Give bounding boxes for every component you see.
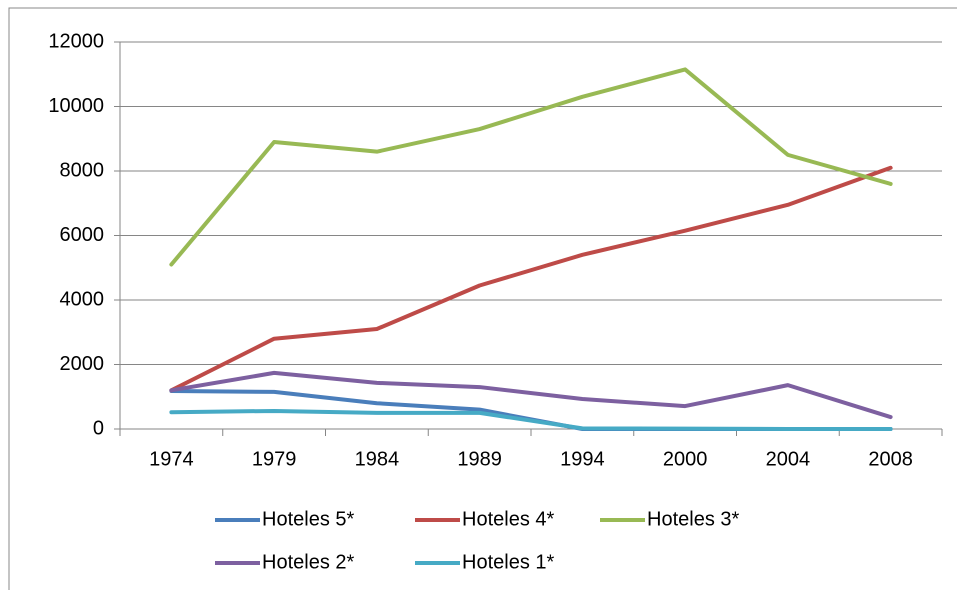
series-line xyxy=(169,67,893,267)
legend-label: Hoteles 5* xyxy=(262,508,354,530)
legend-label: Hoteles 2* xyxy=(262,551,354,573)
y-tick-label: 6000 xyxy=(60,224,105,246)
x-tick-label: 2008 xyxy=(868,448,913,470)
x-tick-label: 1989 xyxy=(457,448,502,470)
y-tick-label: 4000 xyxy=(60,288,105,310)
x-tick-label: 1984 xyxy=(355,448,400,470)
x-tick-label: 2000 xyxy=(663,448,708,470)
series-line xyxy=(169,165,893,393)
y-tick-label: 2000 xyxy=(60,353,105,375)
series-line xyxy=(169,408,893,431)
x-tick-label: 2004 xyxy=(766,448,811,470)
x-tick-label: 1974 xyxy=(149,448,194,470)
x-tick-label: 1979 xyxy=(252,448,297,470)
legend-label: Hoteles 4* xyxy=(462,508,554,530)
y-tick-label: 10000 xyxy=(48,95,104,117)
x-tick-label: 1994 xyxy=(560,448,605,470)
legend-label: Hoteles 3* xyxy=(647,508,739,530)
y-tick-label: 8000 xyxy=(60,159,105,181)
y-tick-label: 12000 xyxy=(48,30,104,52)
y-tick-label: 0 xyxy=(93,417,104,439)
legend-label: Hoteles 1* xyxy=(462,551,554,573)
chart-frame xyxy=(8,7,957,590)
series-line xyxy=(169,370,893,420)
